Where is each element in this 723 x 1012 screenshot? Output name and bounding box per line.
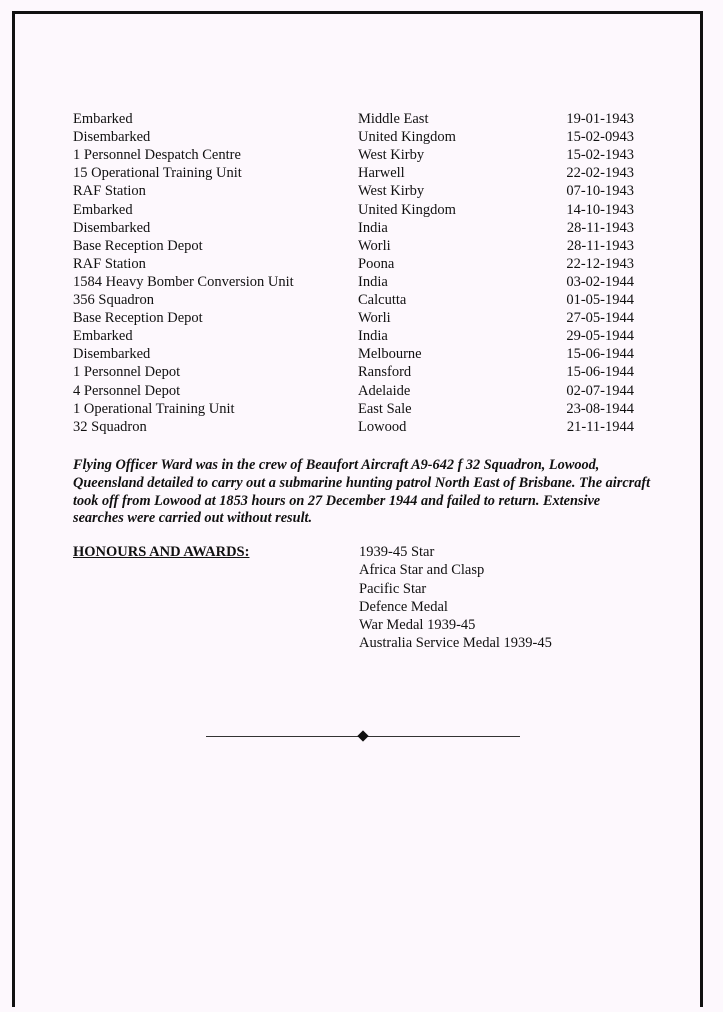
unit-cell: 1584 Heavy Bomber Conversion Unit bbox=[73, 273, 294, 290]
location-cell: Calcutta bbox=[358, 292, 407, 308]
unit-cell: 1 Personnel Depot bbox=[73, 364, 181, 381]
location-cell: Poona bbox=[358, 255, 395, 272]
date-cell: 22-12-1943 bbox=[566, 255, 634, 272]
table-row: 32 Squadron Lowood 21-11-1944 bbox=[0, 418, 723, 436]
table-row: Base Reception Depot Worli 27-05-1944 bbox=[0, 309, 723, 327]
unit-cell: 356 Squadron bbox=[73, 292, 154, 308]
unit-cell: RAF Station bbox=[73, 255, 146, 272]
location-cell: West Kirby bbox=[358, 147, 425, 164]
table-row: 4 Personnel Depot Adelaide 02-07-1944 bbox=[0, 382, 723, 400]
location-cell: Lowood bbox=[358, 418, 407, 435]
location-cell: United Kingdom bbox=[358, 129, 456, 146]
unit-cell: 1 Personnel Despatch Centre bbox=[73, 147, 241, 164]
date-cell: 23-08-1944 bbox=[566, 400, 634, 417]
table-row: 1 Personnel Depot Ransford 15-06-1944 bbox=[0, 363, 723, 381]
award-item: Defence Medal bbox=[359, 598, 448, 615]
unit-cell: RAF Station bbox=[73, 183, 146, 200]
unit-cell: Embarked bbox=[73, 201, 133, 218]
date-cell: 14-10-1943 bbox=[566, 201, 634, 218]
unit-cell: Base Reception Depot bbox=[73, 237, 203, 254]
date-cell: 21-11-1944 bbox=[566, 418, 634, 435]
date-cell: 15-02-0943 bbox=[566, 129, 634, 146]
unit-cell: Embarked bbox=[73, 328, 133, 345]
location-cell: Harwell bbox=[358, 165, 405, 182]
unit-cell: Disembarked bbox=[73, 219, 151, 236]
date-cell: 29-05-1944 bbox=[566, 328, 634, 345]
table-row: RAF Station Poona 22-12-1943 bbox=[0, 255, 723, 273]
date-cell: 22-02-1943 bbox=[566, 165, 634, 182]
date-cell: 07-10-1943 bbox=[566, 183, 634, 200]
awards-list: 1939-45 Star Africa Star and Clasp Pacif… bbox=[359, 543, 552, 653]
unit-cell: 4 Personnel Depot bbox=[73, 382, 181, 399]
unit-cell: Disembarked bbox=[73, 346, 151, 363]
date-cell: 01-05-1944 bbox=[566, 292, 634, 308]
award-item: Pacific Star bbox=[359, 580, 427, 597]
table-row: Disembarked Melbourne 15-06-1944 bbox=[0, 345, 723, 363]
unit-cell: Disembarked bbox=[73, 129, 151, 146]
table-row: 15 Operational Training Unit Harwell 22-02… bbox=[0, 164, 723, 182]
date-cell: 03-02-1944 bbox=[566, 273, 634, 290]
table-row: Base Reception Depot Worli 28-11-1943 bbox=[0, 237, 723, 255]
date-cell: 28-11-1943 bbox=[566, 219, 634, 236]
location-cell: India bbox=[358, 273, 388, 290]
location-cell: Melbourne bbox=[358, 346, 422, 363]
table-row: Embarked India 29-05-1944 bbox=[0, 327, 723, 345]
award-item: War Medal 1939-45 bbox=[359, 617, 476, 634]
location-cell: West Kirby bbox=[358, 183, 425, 200]
date-cell: 19-01-1943 bbox=[566, 111, 634, 127]
date-cell: 15-06-1944 bbox=[566, 364, 634, 381]
table-row: Disembarked India 28-11-1943 bbox=[0, 219, 723, 237]
date-cell: 02-07-1944 bbox=[566, 382, 634, 399]
location-cell: India bbox=[358, 328, 388, 345]
unit-cell: 15 Operational Training Unit bbox=[73, 165, 242, 182]
narrative-paragraph: Flying Officer Ward was in the crew of B… bbox=[73, 457, 651, 527]
location-cell: India bbox=[358, 219, 388, 236]
unit-cell: 1 Operational Training Unit bbox=[73, 400, 235, 417]
unit-cell: Embarked bbox=[73, 111, 133, 127]
date-cell: 15-06-1944 bbox=[566, 346, 634, 363]
award-item: 1939-45 Star bbox=[359, 544, 435, 560]
table-row: 1 Operational Training Unit East Sale 23-0… bbox=[0, 400, 723, 418]
table-row: Embarked United Kingdom 14-10-1943 bbox=[0, 201, 723, 219]
table-row: Disembarked United Kingdom 15-02-0943 bbox=[0, 128, 723, 146]
location-cell: Middle East bbox=[358, 111, 429, 127]
location-cell: East Sale bbox=[358, 400, 412, 417]
unit-cell: Base Reception Depot bbox=[73, 310, 203, 327]
location-cell: Ransford bbox=[358, 364, 412, 381]
award-item: Africa Star and Clasp bbox=[359, 562, 485, 579]
location-cell: Worli bbox=[358, 237, 391, 254]
table-row: 1584 Heavy Bomber Conversion Unit India 03… bbox=[0, 273, 723, 291]
date-cell: 28-11-1943 bbox=[566, 237, 634, 254]
page-border bbox=[12, 11, 703, 1007]
table-row: Embarked Middle East 19-01-1943 bbox=[0, 110, 723, 128]
unit-cell: 32 Squadron bbox=[73, 418, 147, 435]
location-cell: United Kingdom bbox=[358, 201, 456, 218]
date-cell: 27-05-1944 bbox=[566, 310, 634, 327]
table-row: 1 Personnel Despatch Centre West Kirby 15-… bbox=[0, 146, 723, 164]
date-cell: 15-02-1943 bbox=[566, 147, 634, 164]
location-cell: Worli bbox=[358, 310, 391, 327]
table-row: RAF Station West Kirby 07-10-1943 bbox=[0, 182, 723, 200]
award-item: Australia Service Medal 1939-45 bbox=[359, 635, 552, 652]
honours-heading: HONOURS AND AWARDS: bbox=[73, 544, 250, 560]
location-cell: Adelaide bbox=[358, 382, 411, 399]
table-row: 356 Squadron Calcutta 01-05-1944 bbox=[0, 291, 723, 309]
